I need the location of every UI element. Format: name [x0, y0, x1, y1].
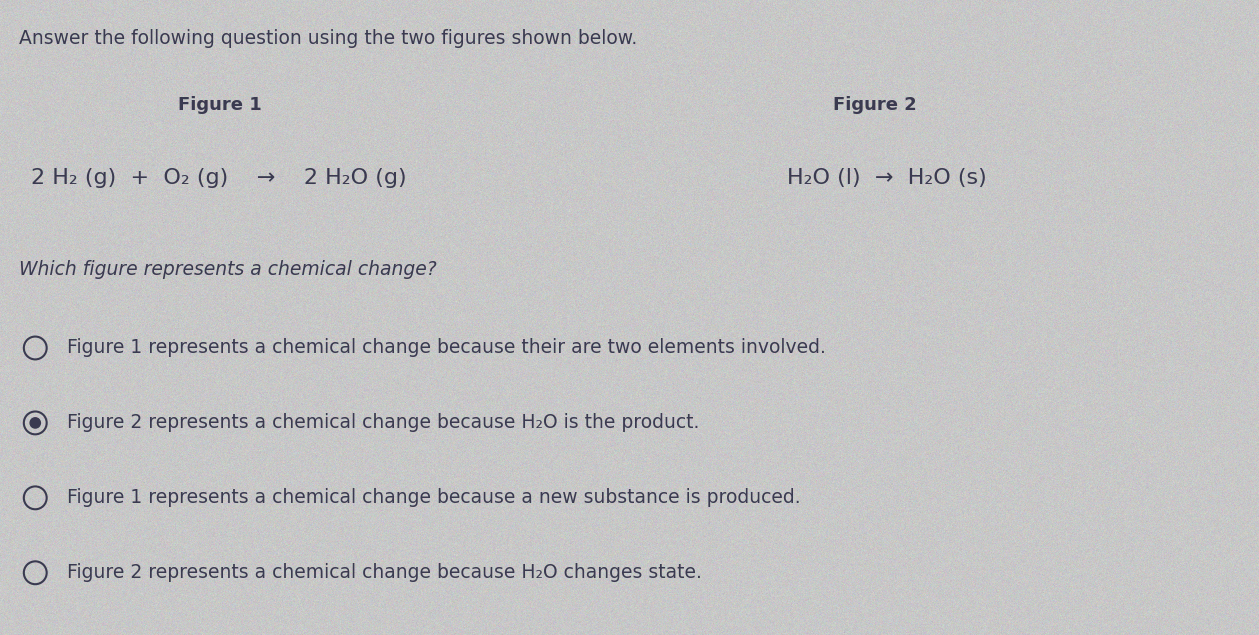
- Text: Figure 2 represents a chemical change because H₂O is the product.: Figure 2 represents a chemical change be…: [67, 413, 699, 432]
- Text: Figure 1: Figure 1: [179, 96, 262, 114]
- Text: Which figure represents a chemical change?: Which figure represents a chemical chang…: [19, 260, 437, 279]
- Text: Figure 1 represents a chemical change because their are two elements involved.: Figure 1 represents a chemical change be…: [67, 338, 826, 358]
- Text: Figure 2: Figure 2: [833, 96, 917, 114]
- Text: 2 H₂ (g)  +  O₂ (g)    →    2 H₂O (g): 2 H₂ (g) + O₂ (g) → 2 H₂O (g): [31, 168, 407, 188]
- Ellipse shape: [30, 418, 40, 428]
- Text: Figure 1 represents a chemical change because a new substance is produced.: Figure 1 represents a chemical change be…: [67, 488, 801, 507]
- Text: Answer the following question using the two figures shown below.: Answer the following question using the …: [19, 29, 637, 48]
- Text: Figure 2 represents a chemical change because H₂O changes state.: Figure 2 represents a chemical change be…: [67, 563, 701, 582]
- Text: H₂O (l)  →  H₂O (s): H₂O (l) → H₂O (s): [787, 168, 987, 188]
